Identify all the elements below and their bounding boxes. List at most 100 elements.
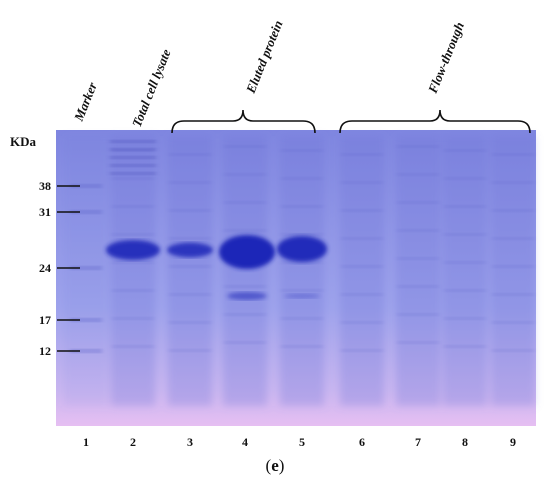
faint-band	[492, 153, 534, 156]
faint-band	[224, 145, 266, 148]
faint-band	[492, 321, 534, 324]
faint-band	[341, 321, 383, 324]
faint-band	[169, 209, 211, 212]
faint-band	[112, 345, 154, 348]
faint-band	[341, 181, 383, 184]
faint-band	[281, 345, 323, 348]
lane-number: 5	[299, 435, 305, 449]
protein-band	[219, 235, 275, 269]
lane-smear	[111, 136, 155, 406]
faint-band	[341, 237, 383, 240]
lane-smear	[340, 136, 384, 406]
faint-band	[224, 229, 266, 232]
faint-band	[444, 317, 486, 320]
ladder-band	[70, 184, 102, 188]
lysate-band	[110, 164, 156, 167]
protein-band	[167, 242, 213, 258]
faint-band	[112, 233, 154, 236]
panel-letter: e	[271, 456, 279, 475]
faint-band	[444, 261, 486, 264]
faint-band	[281, 149, 323, 152]
lane-number: 8	[462, 435, 468, 449]
faint-band	[492, 265, 534, 268]
faint-band	[281, 177, 323, 180]
faint-band	[397, 285, 439, 288]
faint-band	[397, 257, 439, 260]
ladder-band	[70, 266, 102, 270]
lane-smear	[168, 136, 212, 406]
faint-band	[444, 345, 486, 348]
column-label: Total cell lysate	[129, 47, 174, 129]
faint-band	[341, 153, 383, 156]
faint-band	[281, 233, 323, 236]
faint-band	[169, 237, 211, 240]
faint-band	[112, 289, 154, 292]
lane-number: 2	[130, 435, 136, 449]
faint-band	[169, 265, 211, 268]
ladder-band	[70, 210, 102, 214]
faint-band	[444, 149, 486, 152]
faint-band	[112, 261, 154, 264]
protein-band	[227, 292, 267, 300]
faint-band	[341, 209, 383, 212]
faint-band	[341, 349, 383, 352]
faint-band	[397, 173, 439, 176]
group-label: Flow-through	[424, 20, 466, 96]
protein-band	[277, 236, 327, 262]
group-label: Eluted protein	[242, 18, 285, 96]
ladder-band	[70, 349, 102, 353]
lane-smear	[396, 136, 440, 406]
protein-band	[284, 293, 320, 299]
lysate-band	[110, 156, 156, 159]
lysate-band	[110, 172, 156, 175]
protein-band	[106, 240, 160, 260]
faint-band	[444, 177, 486, 180]
faint-band	[444, 233, 486, 236]
eluted-brace	[171, 109, 316, 134]
marker-label: 17	[39, 313, 51, 327]
lane-number: 3	[187, 435, 193, 449]
lane-number: 6	[359, 435, 365, 449]
faint-band	[169, 321, 211, 324]
faint-band	[397, 341, 439, 344]
lane-smear	[443, 136, 487, 406]
panel-paren: (	[266, 456, 272, 475]
bands	[70, 140, 534, 353]
faint-band	[444, 205, 486, 208]
marker-label: 24	[39, 261, 51, 275]
ladder-band	[70, 318, 102, 322]
marker-label: 31	[39, 205, 51, 219]
faint-band	[397, 313, 439, 316]
faint-band	[169, 153, 211, 156]
column-label: Marker	[70, 79, 100, 124]
faint-band	[112, 177, 154, 180]
lane-smear	[280, 136, 324, 406]
faint-band	[281, 289, 323, 292]
faint-band	[397, 201, 439, 204]
lane-number: 1	[83, 435, 89, 449]
faint-band	[492, 209, 534, 212]
lysate-band	[110, 140, 156, 143]
lane-smear	[223, 136, 267, 406]
faint-band	[169, 181, 211, 184]
faint-band	[224, 341, 266, 344]
faint-band	[112, 317, 154, 320]
faint-band	[169, 349, 211, 352]
lane-number: 9	[510, 435, 516, 449]
marker-label: 38	[39, 179, 51, 193]
faint-band	[397, 145, 439, 148]
lane-number: 7	[415, 435, 421, 449]
faint-band	[224, 313, 266, 316]
faint-band	[281, 205, 323, 208]
faint-band	[224, 201, 266, 204]
axis-unit: KDa	[10, 134, 37, 149]
lane-smear	[491, 136, 535, 406]
faint-band	[444, 289, 486, 292]
faint-band	[341, 265, 383, 268]
faint-band	[224, 173, 266, 176]
faint-band	[492, 293, 534, 296]
faint-band	[112, 205, 154, 208]
lane-smears	[64, 136, 535, 406]
lane-smear	[64, 136, 108, 406]
marker-label: 12	[39, 344, 51, 358]
